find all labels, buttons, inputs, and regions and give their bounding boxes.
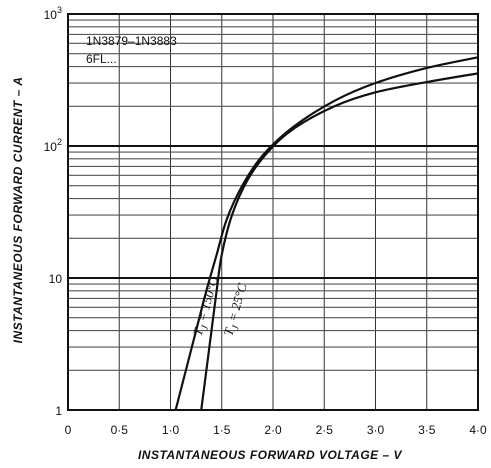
x-tick-label: 3·5	[418, 423, 436, 437]
x-tick-label: 0	[65, 423, 72, 437]
x-tick-label: 4·0	[469, 423, 487, 437]
x-axis-label: INSTANTANEOUS FORWARD VOLTAGE – V	[138, 448, 403, 462]
x-tick-label: 1·0	[162, 423, 180, 437]
x-tick-label: 1·5	[213, 423, 231, 437]
x-tick-label: 3·0	[367, 423, 385, 437]
annotation-line-2: 6FL...	[86, 52, 117, 66]
x-tick-label: 0·5	[111, 423, 129, 437]
y-tick-label: 1	[55, 404, 62, 418]
y-axis-label: INSTANTANEOUS FORWARD CURRENT – A	[11, 77, 25, 344]
annotation-line-1: 1N3879–1N3883	[86, 34, 177, 48]
x-tick-label: 2·5	[316, 423, 334, 437]
x-tick-label: 2·0	[264, 423, 282, 437]
y-tick-label: 10	[49, 272, 63, 286]
